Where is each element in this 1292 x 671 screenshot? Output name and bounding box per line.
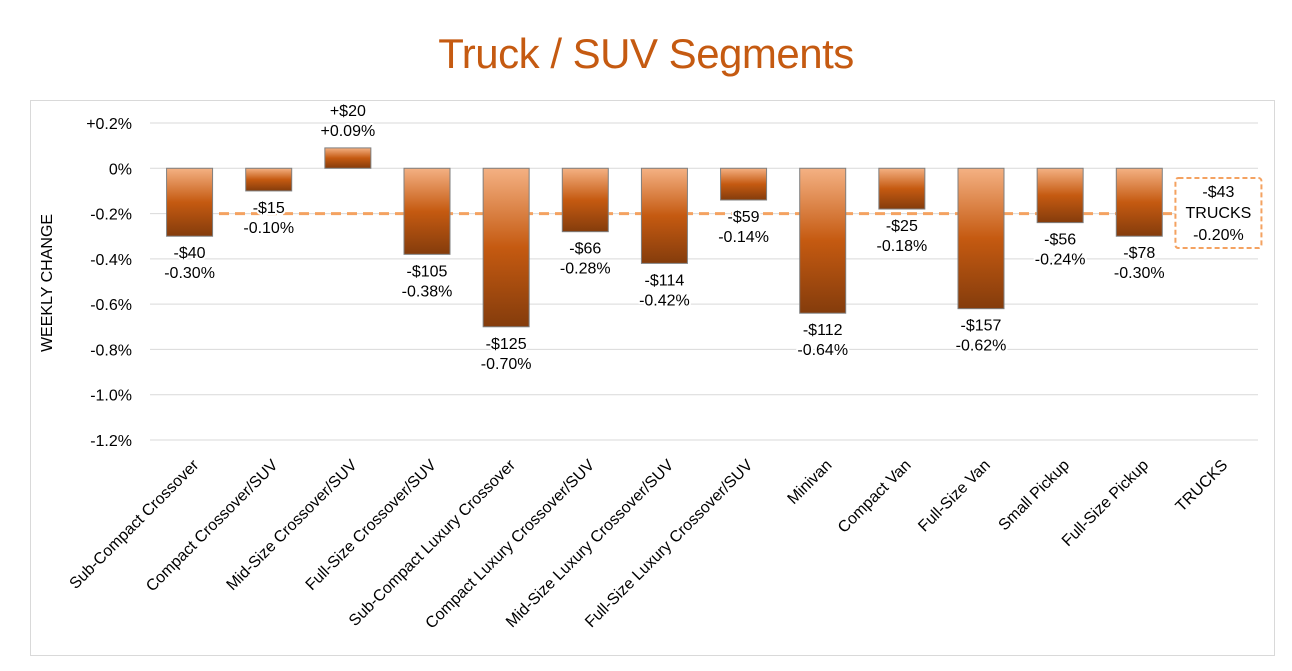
bar xyxy=(324,147,372,169)
y-tick-label: -0.8% xyxy=(90,342,132,359)
bar-percent-label: -0.62% xyxy=(956,338,1007,355)
y-tick-label: -1.2% xyxy=(90,433,132,450)
bar-dollar-label: -$157 xyxy=(961,318,1002,335)
bar-percent-label: -0.70% xyxy=(481,356,532,373)
chart-title: Truck / SUV Segments xyxy=(438,30,854,77)
x-category-label: Full-Size Luxury Crossover/SUV xyxy=(582,457,756,631)
bar-percent-label: -0.18% xyxy=(877,238,928,255)
bar-percent-label: -0.30% xyxy=(164,265,215,282)
bar-dollar-label: -$59 xyxy=(728,209,760,226)
average-percent-label: -0.20% xyxy=(1193,227,1244,244)
bar-dollar-label: -$56 xyxy=(1044,232,1076,249)
bar xyxy=(640,167,688,264)
bar-dollar-label: +$20 xyxy=(330,103,366,120)
bar xyxy=(482,167,530,328)
bar-percent-label: -0.24% xyxy=(1035,252,1086,269)
bar xyxy=(957,167,1005,310)
y-tick-label: -1.0% xyxy=(90,388,132,405)
bar-dollar-label: -$25 xyxy=(886,218,918,235)
bar-percent-label: -0.10% xyxy=(243,220,294,237)
x-category-label: Small Pickup xyxy=(996,457,1073,534)
x-category-label: Full-Size Van xyxy=(915,457,993,535)
bar xyxy=(1036,167,1084,224)
y-tick-label: -0.2% xyxy=(90,207,132,224)
bar-dollar-label: -$114 xyxy=(645,272,685,289)
bar-percent-label: -0.30% xyxy=(1114,265,1165,282)
x-category-label: Full-Size Pickup xyxy=(1059,457,1152,550)
y-tick-label: -0.6% xyxy=(90,297,132,314)
y-tick-label: -0.4% xyxy=(90,252,132,269)
chart-frame xyxy=(30,100,1275,656)
bar-percent-label: -0.42% xyxy=(639,292,690,309)
bar xyxy=(166,167,214,237)
x-category-label: Compact Crossover/SUV xyxy=(143,457,282,596)
y-tick-label: +0.2% xyxy=(86,116,132,133)
x-category-label: Mid-Size Luxury Crossover/SUV xyxy=(503,457,677,631)
bar xyxy=(561,167,609,233)
bar xyxy=(878,167,926,210)
x-category-label: Mid-Size Crossover/SUV xyxy=(224,457,361,594)
x-category-label: Full-Size Crossover/SUV xyxy=(303,457,440,594)
x-category-label: Sub-Compact Luxury Crossover xyxy=(346,456,519,629)
bar xyxy=(245,167,293,192)
bar-dollar-label: -$105 xyxy=(407,263,448,280)
y-tick-label: 0% xyxy=(109,161,132,178)
average-name-label: TRUCKS xyxy=(1186,205,1252,222)
bar-percent-label: -0.64% xyxy=(797,342,848,359)
y-axis-title: WEEKLY CHANGE xyxy=(39,214,56,352)
bar-dollar-label: -$112 xyxy=(803,322,843,339)
x-category-label: Compact Luxury Crossover/SUV xyxy=(423,457,599,633)
average-callout-box xyxy=(1174,177,1263,249)
bar-dollar-label: -$66 xyxy=(569,241,601,258)
bar-percent-label: -0.38% xyxy=(402,283,453,300)
bar xyxy=(403,167,451,255)
bar xyxy=(799,167,847,314)
x-category-label: TRUCKS xyxy=(1173,457,1232,516)
bar-percent-label: -0.28% xyxy=(560,261,611,278)
bar-dollar-label: -$78 xyxy=(1123,245,1155,262)
bar xyxy=(1115,167,1163,237)
bar xyxy=(720,167,768,201)
x-category-label: Compact Van xyxy=(835,457,915,537)
bars-layer xyxy=(166,147,1163,328)
bar-dollar-label: -$125 xyxy=(486,336,527,353)
bar-dollar-label: -$15 xyxy=(253,200,285,217)
bar-percent-label: -0.14% xyxy=(718,229,769,246)
x-category-label: Sub-Compact Crossover xyxy=(67,456,203,592)
bar-dollar-label: -$40 xyxy=(174,245,206,262)
x-category-label: Minivan xyxy=(785,457,836,508)
average-dollar-label: -$43 xyxy=(1202,184,1234,201)
bar-percent-label: +0.09% xyxy=(320,123,375,140)
